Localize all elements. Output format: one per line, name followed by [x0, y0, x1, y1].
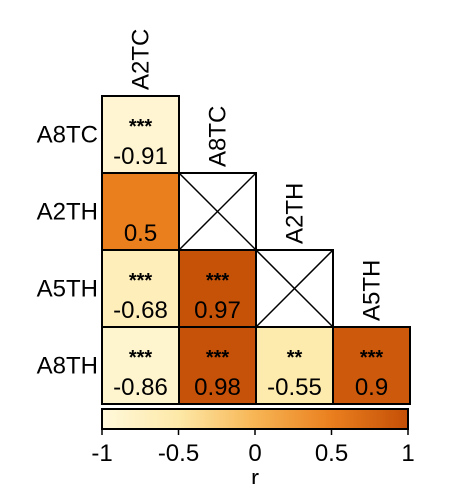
colorbar-tick-label: 0: [248, 440, 261, 467]
correlation-value-label: -0.68: [113, 297, 168, 324]
column-label: A2TC: [128, 29, 155, 90]
correlation-value-label: -0.91: [113, 143, 168, 170]
column-label: A2TH: [282, 183, 309, 244]
colorbar: [101, 408, 409, 430]
correlation-value-label: 0.9: [355, 374, 388, 401]
colorbar-tick-label: -0.5: [158, 440, 199, 467]
heatmap-cell: [101, 95, 180, 174]
significance-label: ***: [129, 116, 153, 138]
colorbar-tick-label: -1: [91, 440, 112, 467]
colorbar-tick-label: 0.5: [315, 440, 348, 467]
cross-line: [255, 249, 334, 328]
colorbar-title: r: [251, 465, 259, 484]
row-label: A8TC: [37, 122, 98, 149]
row-label: A2TH: [37, 199, 98, 226]
significance-label: ***: [129, 270, 153, 292]
significance-label: ***: [360, 347, 384, 369]
significance-label: **: [287, 347, 303, 369]
significance-label: ***: [206, 270, 230, 292]
correlation-value-label: 0.98: [194, 374, 241, 401]
correlation-value-label: -0.55: [267, 374, 322, 401]
heatmap-cell: [101, 249, 180, 328]
colorbar-tick-label: 1: [401, 440, 414, 467]
correlation-value-label: 0.97: [194, 297, 241, 324]
column-label: A8TC: [205, 106, 232, 167]
significance-label: ***: [206, 347, 230, 369]
cross-line: [178, 172, 257, 251]
row-label: A8TH: [37, 353, 98, 380]
heatmap-cell: [332, 326, 411, 405]
heatmap-cell: [255, 326, 334, 405]
correlation-value-label: 0.5: [124, 220, 157, 247]
row-label: A5TH: [37, 276, 98, 303]
column-label: A5TH: [359, 260, 386, 321]
correlation-value-label: -0.86: [113, 374, 168, 401]
heatmap-cell: [101, 172, 180, 251]
significance-label: ***: [129, 347, 153, 369]
